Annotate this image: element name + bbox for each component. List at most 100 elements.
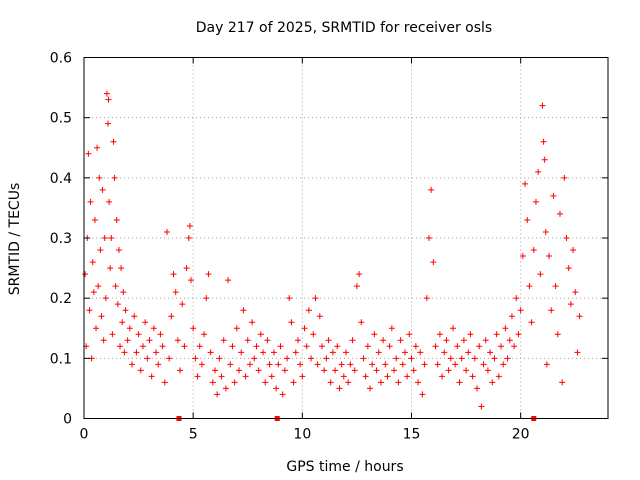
data-point: [554, 331, 561, 338]
data-point: [362, 373, 369, 380]
data-point: [574, 349, 581, 356]
data-point: [214, 391, 221, 398]
data-point: [284, 355, 291, 362]
data-point: [273, 385, 280, 392]
data-point: [126, 325, 133, 332]
data-point: [102, 295, 109, 302]
data-point: [174, 337, 181, 344]
x-tick-label: 20: [512, 427, 530, 443]
data-point: [146, 337, 153, 344]
data-point: [570, 247, 577, 254]
data-point: [153, 349, 160, 356]
data-point: [384, 373, 391, 380]
data-point: [532, 198, 539, 205]
data-point: [329, 349, 336, 356]
data-point: [99, 186, 106, 193]
data-point: [238, 349, 245, 356]
data-point: [493, 331, 500, 338]
data-point: [281, 367, 288, 374]
data-point: [262, 379, 269, 386]
data-point: [144, 355, 151, 362]
data-point: [198, 361, 205, 368]
data-point: [513, 295, 520, 302]
data-point: [460, 337, 467, 344]
data-point: [142, 319, 149, 326]
data-point: [316, 313, 323, 320]
data-point: [255, 367, 262, 374]
data-point: [526, 283, 533, 290]
data-point: [375, 349, 382, 356]
data-point: [449, 325, 456, 332]
data-point: [522, 180, 529, 187]
data-point: [458, 355, 465, 362]
data-point: [408, 355, 415, 362]
data-points: [82, 90, 583, 410]
data-point: [517, 307, 524, 314]
data-point: [546, 253, 553, 260]
data-point: [220, 337, 227, 344]
data-point: [412, 343, 419, 350]
data-point: [131, 313, 138, 320]
data-point: [430, 259, 437, 266]
data-point: [371, 331, 378, 338]
data-point: [95, 283, 102, 290]
chart-title: Day 217 of 2025, SRMTID for receiver osl…: [196, 20, 492, 36]
data-point: [82, 271, 89, 278]
data-point: [388, 325, 395, 332]
data-point: [277, 343, 284, 350]
data-point: [467, 331, 474, 338]
data-point: [463, 367, 470, 374]
data-point: [548, 307, 555, 314]
data-point: [205, 271, 212, 278]
data-point: [89, 259, 96, 266]
data-point: [275, 361, 282, 368]
data-point: [415, 379, 422, 386]
data-point: [216, 355, 223, 362]
data-point: [524, 216, 531, 223]
data-point: [432, 343, 439, 350]
grid: [84, 57, 608, 419]
data-point: [353, 283, 360, 290]
data-point: [469, 373, 476, 380]
x-tick-label: 10: [293, 427, 311, 443]
data-point: [218, 373, 225, 380]
data-point: [279, 391, 286, 398]
data-point: [103, 90, 110, 97]
data-point: [119, 319, 126, 326]
data-point: [133, 349, 140, 356]
data-point: [552, 283, 559, 290]
data-point: [401, 349, 408, 356]
data-point: [301, 325, 308, 332]
data-point: [251, 355, 258, 362]
data-point: [94, 144, 101, 151]
data-point: [117, 343, 124, 350]
data-point: [157, 331, 164, 338]
data-point: [456, 379, 463, 386]
data-point: [399, 361, 406, 368]
data-point: [410, 367, 417, 374]
data-point: [288, 319, 295, 326]
data-point: [90, 289, 97, 296]
data-point: [268, 373, 275, 380]
y-tick-label: 0.1: [50, 351, 72, 367]
data-point: [172, 289, 179, 296]
data-point: [506, 337, 513, 344]
data-point: [118, 265, 125, 272]
data-point: [351, 367, 358, 374]
data-point: [312, 295, 319, 302]
data-point: [115, 247, 122, 254]
data-point: [515, 331, 522, 338]
data-point: [443, 337, 450, 344]
data-point: [266, 361, 273, 368]
data-point: [106, 198, 113, 205]
data-point: [476, 343, 483, 350]
data-point: [225, 277, 232, 284]
data-point: [150, 325, 157, 332]
data-point: [129, 361, 136, 368]
data-point: [465, 349, 472, 356]
data-point: [491, 355, 498, 362]
data-point: [447, 355, 454, 362]
data-point: [487, 349, 494, 356]
data-point: [159, 343, 166, 350]
data-point: [471, 355, 478, 362]
